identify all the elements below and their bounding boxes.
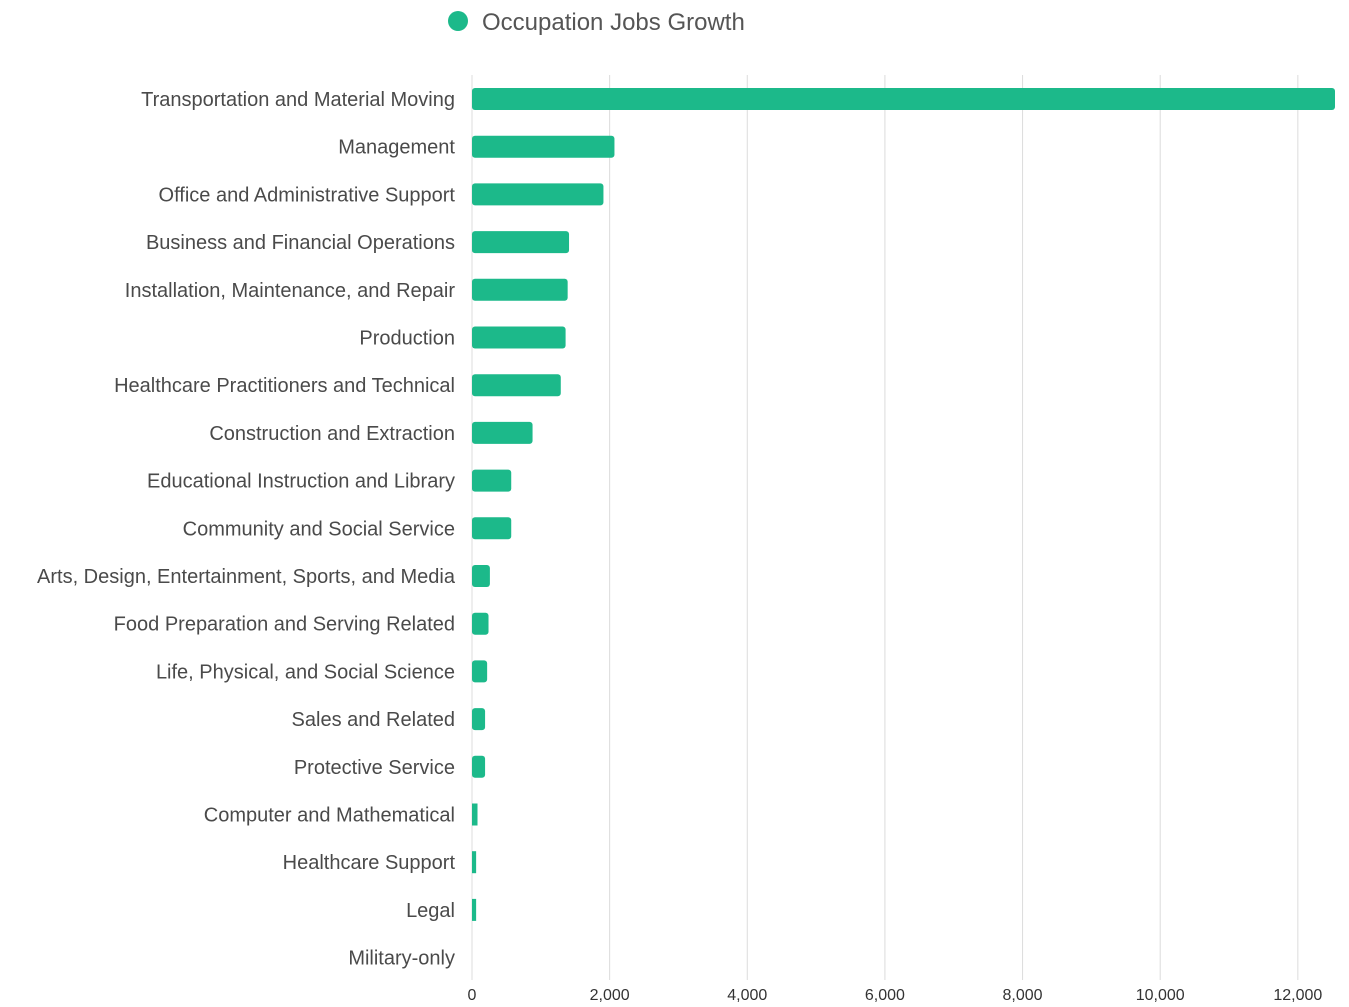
bar[interactable]: [472, 231, 570, 254]
category-label: Food Preparation and Serving Related: [114, 614, 455, 636]
x-tick-label: 4,000: [727, 987, 767, 1004]
category-label: Transportation and Material Moving: [141, 89, 455, 111]
bar[interactable]: [472, 278, 568, 301]
legend-label: Occupation Jobs Growth: [482, 9, 745, 36]
bar[interactable]: [472, 517, 512, 540]
x-tick-label: 2,000: [590, 987, 630, 1004]
bars: [472, 88, 1335, 921]
x-tick-label: 0: [468, 987, 477, 1004]
bar[interactable]: [472, 469, 512, 492]
bar[interactable]: [472, 374, 561, 397]
x-tick-labels: 0 2,000 4,000 6,000 8,000 10,000 12,000: [468, 987, 1323, 1004]
category-label: Educational Instruction and Library: [147, 471, 455, 493]
x-tick-label: 10,000: [1136, 987, 1185, 1004]
bar[interactable]: [472, 326, 566, 349]
category-label: Life, Physical, and Social Science: [156, 661, 455, 683]
bar[interactable]: [472, 135, 615, 158]
bar[interactable]: [472, 660, 488, 683]
bar[interactable]: [472, 851, 477, 874]
bar[interactable]: [472, 898, 477, 921]
grid-lines: [471, 75, 1299, 980]
bar[interactable]: [472, 183, 604, 206]
bar[interactable]: [472, 708, 486, 731]
bar[interactable]: [472, 755, 486, 778]
category-label: Computer and Mathematical: [204, 805, 455, 827]
x-tick-label: 12,000: [1273, 987, 1322, 1004]
category-label: Arts, Design, Entertainment, Sports, and…: [37, 566, 456, 588]
category-label: Protective Service: [294, 757, 455, 779]
x-tick-label: 6,000: [865, 987, 905, 1004]
category-label: Sales and Related: [292, 709, 455, 731]
category-label: Management: [338, 137, 455, 159]
category-label: Healthcare Support: [283, 852, 456, 874]
category-label: Production: [359, 328, 455, 350]
category-label: Military-only: [348, 948, 455, 970]
bar[interactable]: [472, 88, 1335, 110]
category-label: Business and Financial Operations: [146, 232, 455, 254]
bar[interactable]: [472, 612, 489, 635]
bar[interactable]: [472, 803, 478, 826]
legend-marker: [448, 11, 468, 31]
legend[interactable]: Occupation Jobs Growth: [448, 9, 745, 36]
category-label: Construction and Extraction: [209, 423, 455, 445]
bar[interactable]: [472, 421, 533, 444]
category-label: Healthcare Practitioners and Technical: [114, 375, 455, 397]
category-label: Community and Social Service: [183, 518, 455, 540]
category-label: Office and Administrative Support: [159, 184, 456, 206]
category-labels: Transportation and Material Moving Manage…: [37, 89, 456, 970]
category-label: Legal: [406, 900, 455, 922]
category-label: Installation, Maintenance, and Repair: [125, 280, 456, 302]
x-tick-label: 8,000: [1003, 987, 1043, 1004]
bar[interactable]: [472, 565, 490, 587]
